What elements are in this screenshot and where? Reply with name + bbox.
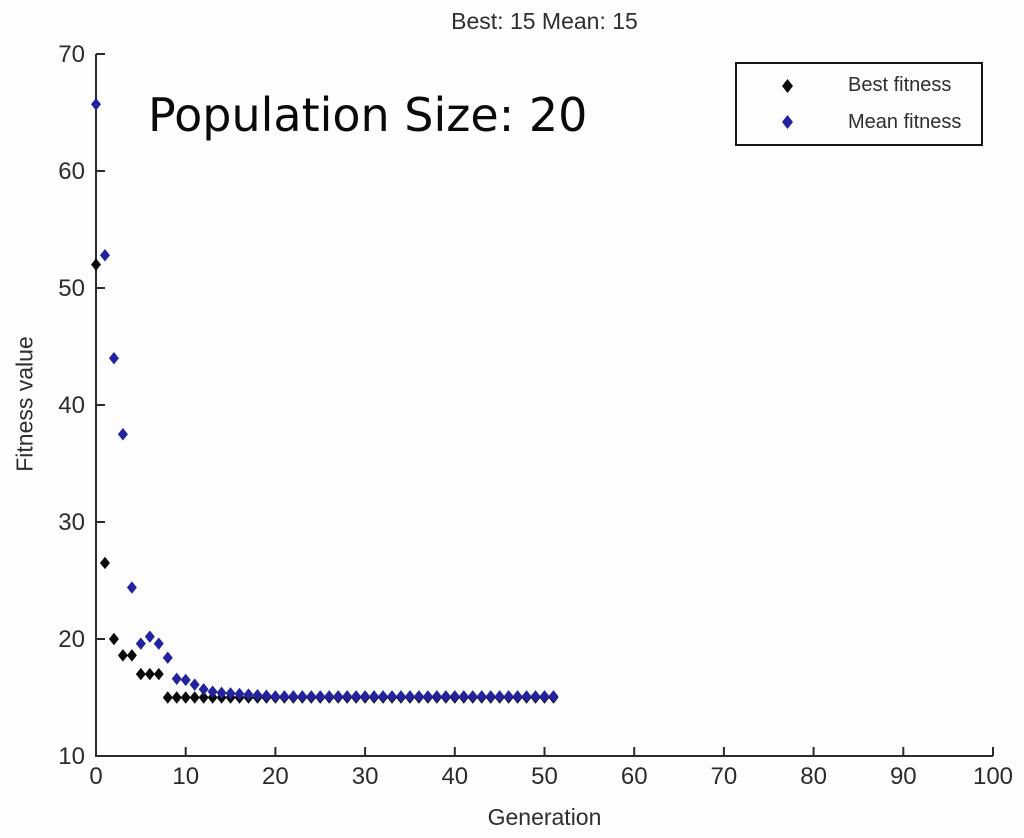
data-point-mean [252, 688, 263, 702]
x-tick-label: 20 [262, 763, 289, 790]
legend-label: Mean fitness [848, 110, 962, 133]
best-fitness-marker-icon [782, 78, 793, 93]
y-tick-label: 40 [58, 392, 85, 419]
data-point-mean [404, 690, 415, 703]
data-point-mean [91, 98, 101, 111]
data-point-mean [387, 690, 398, 703]
x-tick-label: 60 [621, 763, 648, 790]
y-tick-label: 60 [58, 158, 85, 185]
x-tick-label: 80 [800, 763, 827, 790]
data-point-mean [135, 637, 146, 650]
data-point-mean [333, 690, 344, 703]
data-point-mean [225, 687, 236, 700]
data-point-mean [297, 690, 308, 703]
legend-label: Best fitness [848, 74, 952, 97]
data-point-mean [476, 690, 487, 703]
data-point-best [162, 691, 173, 704]
legend-item-best-fitness: Best fitness [737, 71, 981, 101]
data-point-best [171, 691, 182, 704]
legend-item-mean-fitness: Mean fitness [737, 107, 981, 137]
x-tick-label: 40 [441, 763, 468, 790]
x-axis-label: Generation [487, 804, 602, 830]
data-point-mean [369, 690, 380, 703]
y-tick-label: 70 [58, 41, 85, 68]
data-point-mean [449, 690, 460, 703]
x-tick-label: 90 [890, 763, 917, 790]
data-point-mean [324, 690, 335, 703]
data-point-best [99, 556, 110, 570]
data-point-mean [342, 690, 353, 703]
x-tick-label: 10 [172, 763, 199, 790]
data-point-mean [548, 690, 559, 703]
data-point-mean [207, 685, 218, 698]
x-tick-label: 100 [973, 763, 1013, 790]
data-point-mean [395, 690, 406, 703]
legend: Best fitness Mean fitness [735, 62, 983, 146]
data-point-mean [108, 352, 119, 365]
data-point-mean [351, 690, 362, 703]
mean-fitness-marker-icon [782, 115, 793, 130]
data-point-mean [117, 428, 128, 441]
data-point-mean [467, 690, 478, 703]
data-point-mean [458, 690, 469, 703]
data-point-mean [189, 678, 200, 691]
data-point-mean [360, 690, 371, 703]
data-point-mean [288, 690, 299, 703]
data-point-mean [162, 651, 173, 664]
chart-title: Best: 15 Mean: 15 [451, 8, 638, 34]
data-point-mean [153, 637, 164, 650]
x-tick-label: 70 [711, 763, 738, 790]
data-point-mean [306, 690, 317, 703]
data-point-best [153, 667, 164, 681]
data-point-mean [234, 687, 245, 701]
y-tick-label: 20 [58, 626, 85, 653]
data-point-mean [315, 690, 326, 703]
data-point-mean [279, 690, 290, 703]
data-point-mean [512, 690, 523, 703]
data-point-best [198, 691, 209, 704]
data-point-mean [413, 690, 424, 703]
data-point-mean [270, 690, 281, 703]
data-point-best [135, 667, 146, 681]
data-point-best [126, 649, 137, 662]
data-point-best [117, 649, 128, 662]
data-point-mean [503, 690, 514, 703]
data-point-mean [216, 686, 227, 700]
data-point-mean [126, 581, 137, 594]
data-point-best [91, 258, 101, 271]
data-point-mean [144, 630, 155, 643]
y-tick-label: 10 [58, 743, 85, 770]
data-point-mean [422, 690, 433, 703]
y-tick-label: 50 [58, 275, 85, 302]
data-point-mean [378, 690, 389, 703]
x-tick-label: 0 [89, 763, 102, 790]
data-point-best [180, 691, 191, 704]
data-point-mean [431, 690, 442, 703]
data-point-mean [243, 688, 254, 701]
data-point-best [144, 667, 155, 681]
data-point-mean [261, 689, 272, 702]
x-tick-label: 30 [352, 763, 379, 790]
data-point-mean [99, 249, 110, 262]
data-point-mean [198, 683, 209, 696]
population-size-annotation: Population Size: 20 [148, 88, 588, 142]
data-point-mean [180, 673, 191, 687]
data-point-mean [171, 672, 182, 685]
data-point-mean [494, 690, 505, 703]
data-point-mean [485, 690, 496, 703]
data-point-mean [530, 690, 541, 703]
data-point-best [189, 691, 200, 704]
x-tick-label: 50 [531, 763, 558, 790]
data-point-best [108, 632, 119, 646]
data-point-mean [440, 690, 451, 703]
y-tick-label: 30 [58, 509, 85, 536]
data-point-mean [539, 690, 550, 703]
y-axis-label: Fitness value [11, 336, 38, 472]
data-point-mean [521, 690, 532, 703]
